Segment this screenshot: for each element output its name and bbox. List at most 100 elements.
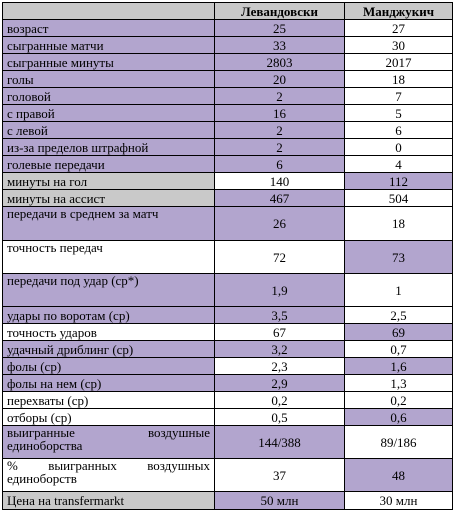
row-label-word: воздушных [147,458,210,473]
table-row: перехваты (ср) 0,2 0,2 [2,391,453,409]
table-row: точность ударов 67 69 [2,323,453,341]
value-player-b: 69 [344,323,453,341]
row-label: перехваты (ср) [2,391,215,409]
value-player-b: 73 [344,240,453,274]
table-row: точность передач 72 73 [2,240,453,274]
value-player-a: 37 [214,458,345,492]
value-player-a: 26 [214,206,345,241]
table-row: удачный дриблинг (ср) 3,2 0,7 [2,340,453,358]
row-label-word: воздушные [147,425,210,440]
value-player-a: 140 [214,172,345,190]
value-player-a: 6 [214,155,345,173]
row-label: выигранные воздушные единоборства [2,425,215,459]
table-row: фолы (ср) 2,3 1,6 [2,357,453,375]
value-player-b: 0 [344,138,453,156]
value-player-b: 48 [344,458,453,492]
value-player-a: 16 [214,104,345,122]
row-label: фолы на нем (ср) [2,374,215,392]
row-label: передачи в среднем за матч [2,206,215,241]
header-player-a: Левандовски [214,2,345,20]
value-player-a: 2 [214,87,345,105]
value-player-b: 7 [344,87,453,105]
row-label: фолы (ср) [2,357,215,375]
value-player-b: 4 [344,155,453,173]
table-row: головой 2 7 [2,87,453,105]
table-row: отборы (ср) 0,5 0,6 [2,408,453,426]
value-player-b: 30 млн [344,491,453,510]
row-label: возраст [2,19,215,37]
table-row: Цена на transfermarkt 50 млн 30 млн [2,491,453,510]
value-player-a: 33 [214,36,345,54]
row-label-line2: единоборства [7,438,83,453]
table-body: возраст 25 27 сыгранные матчи 33 30 сыгранные … [2,19,453,510]
row-label: минуты на гол [2,172,215,190]
value-player-a: 2803 [214,53,345,71]
value-player-a: 2,9 [214,374,345,392]
row-label-word: % [7,458,18,473]
table-row: с правой 16 5 [2,104,453,122]
value-player-b: 504 [344,189,453,207]
row-label: с левой [2,121,215,139]
row-label-word: выигранные [7,425,75,440]
value-player-b: 2,5 [344,306,453,324]
table-row: передачи в среднем за матч 26 18 [2,206,453,241]
header-player-b: Манджукич [344,2,453,20]
table-row: минуты на ассист 467 504 [2,189,453,207]
value-player-b: 18 [344,70,453,88]
value-player-b: 0,2 [344,391,453,409]
value-player-a: 144/388 [214,425,345,459]
value-player-b: 1,6 [344,357,453,375]
table-row: сыгранные матчи 33 30 [2,36,453,54]
table-row: возраст 25 27 [2,19,453,37]
value-player-b: 2017 [344,53,453,71]
value-player-b: 18 [344,206,453,241]
table-row: голы 20 18 [2,70,453,88]
value-player-a: 1,9 [214,273,345,307]
value-player-a: 2,3 [214,357,345,375]
row-label: удачный дриблинг (ср) [2,340,215,358]
value-player-a: 3,2 [214,340,345,358]
row-label: сыгранные минуты [2,53,215,71]
value-player-b: 1,3 [344,374,453,392]
value-player-a: 67 [214,323,345,341]
row-label: Цена на transfermarkt [2,491,215,510]
value-player-b: 30 [344,36,453,54]
value-player-a: 0,5 [214,408,345,426]
row-label: из-за пределов штрафной [2,138,215,156]
value-player-b: 1 [344,273,453,307]
row-label: сыгранные матчи [2,36,215,54]
table-row: передачи под удар (ср*) 1,9 1 [2,273,453,307]
value-player-b: 6 [344,121,453,139]
table-row: с левой 2 6 [2,121,453,139]
value-player-a: 25 [214,19,345,37]
row-label-line1: выигранные воздушные [7,425,210,440]
value-player-a: 50 млн [214,491,345,510]
row-label: точность передач [2,240,215,274]
header-blank-cell [2,2,215,20]
value-player-b: 89/186 [344,425,453,459]
table-row: из-за пределов штрафной 2 0 [2,138,453,156]
table-row: удары по воротам (ср) 3,5 2,5 [2,306,453,324]
value-player-a: 3,5 [214,306,345,324]
value-player-b: 0,6 [344,408,453,426]
row-label: передачи под удар (ср*) [2,273,215,307]
value-player-a: 467 [214,189,345,207]
value-player-b: 5 [344,104,453,122]
value-player-a: 20 [214,70,345,88]
value-player-b: 112 [344,172,453,190]
value-player-b: 0,7 [344,340,453,358]
row-label: головой [2,87,215,105]
header-row: Левандовски Манджукич [2,2,453,20]
row-label: голы [2,70,215,88]
row-label: отборы (ср) [2,408,215,426]
row-label: минуты на ассист [2,189,215,207]
row-label: голевые передачи [2,155,215,173]
row-label-line2: единоборств [7,471,77,486]
row-label-line1: % выигранных воздушных [7,458,210,473]
table-row: % выигранных воздушных единоборств 37 48 [2,458,453,492]
value-player-a: 2 [214,121,345,139]
table-row: сыгранные минуты 2803 2017 [2,53,453,71]
row-label: с правой [2,104,215,122]
row-label-word: выигранных [48,458,117,473]
table-row: минуты на гол 140 112 [2,172,453,190]
